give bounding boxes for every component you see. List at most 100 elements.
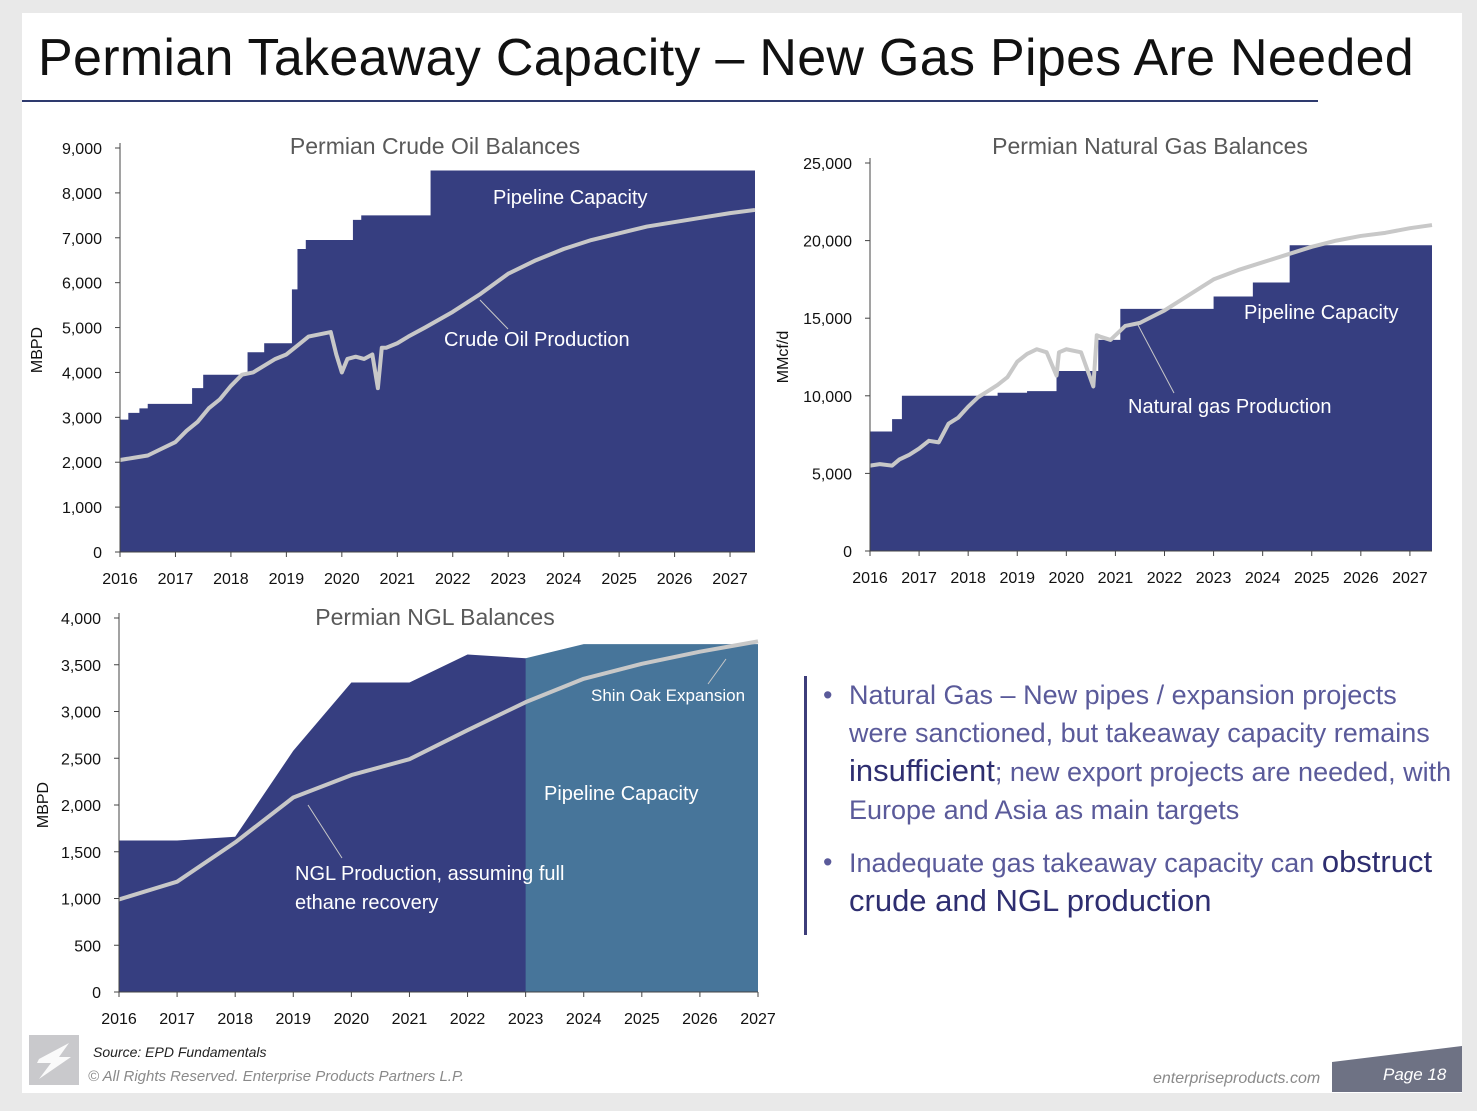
x-tick-label: 2017: [901, 570, 937, 587]
bullet-emphasis: insufficient: [849, 753, 995, 788]
x-tick-label: 2025: [601, 571, 637, 588]
x-tick-label: 2019: [999, 570, 1035, 587]
natural-gas-chart: 0 5,000 10,000 15,000 20,000 25,000 2016 2017 20…: [775, 133, 1433, 587]
x-tick-label: 2020: [324, 571, 360, 588]
chart-title: Permian NGL Balances: [315, 604, 554, 630]
crude-oil-chart: 0 1,000 2,000 3,000 4,000 5,000 6,000 7,000 8,00…: [29, 133, 756, 588]
y-axis-label: MBPD: [35, 782, 52, 828]
x-tick-label: 2026: [682, 1011, 718, 1028]
y-tick-label: 1,500: [61, 845, 101, 862]
production-line: [118, 639, 759, 902]
x-tick-label: 2025: [1294, 570, 1330, 587]
y-tick-label: 0: [843, 544, 852, 561]
ngl-production-label: NGL Production, assuming full ethane reco…: [295, 863, 564, 914]
x-tick-label: 2021: [379, 571, 415, 588]
y-axis-label: MMcf/d: [775, 331, 792, 383]
x-tick-label: 2018: [213, 571, 249, 588]
shin-oak-expansion-label: Shin Oak Expansion: [591, 686, 745, 705]
production-line: [869, 223, 1433, 468]
x-tick-label: 2017: [159, 1011, 195, 1028]
bullet-text: ; new export projects are needed, with E…: [849, 757, 1452, 825]
y-tick-label: 2,000: [61, 798, 101, 815]
pipeline-capacity-area: [120, 170, 755, 552]
x-tick-label: 2017: [158, 571, 194, 588]
x-tick-label: 2024: [1245, 570, 1281, 587]
y-tick-label: 8,000: [62, 186, 102, 203]
x-tick-label: 2021: [392, 1011, 428, 1028]
y-tick-label: 9,000: [62, 141, 102, 158]
y-tick-label: 500: [74, 938, 101, 955]
copyright-note: © All Rights Reserved. Enterprise Produc…: [88, 1068, 465, 1085]
x-tick-label: 2016: [852, 570, 888, 587]
pipeline-capacity-label: Pipeline Capacity: [493, 187, 648, 209]
x-tick-label: 2022: [450, 1011, 486, 1028]
title-divider: [22, 100, 1318, 102]
y-tick-label: 0: [93, 545, 102, 562]
x-tick-label: 2026: [1343, 570, 1379, 587]
y-tick-label: 4,000: [61, 611, 101, 628]
x-tick-label: 2027: [740, 1011, 776, 1028]
bullet-text: Inadequate gas takeaway capacity can: [849, 848, 1322, 878]
annotation-leader-line: [707, 658, 727, 685]
y-tick-label: 3,000: [62, 410, 102, 427]
y-tick-label: 20,000: [803, 234, 852, 251]
chart-title: Permian Crude Oil Balances: [290, 133, 580, 159]
y-tick-label: 6,000: [62, 276, 102, 293]
annotation-leader-line: [307, 804, 343, 859]
x-tick-label: 2022: [1147, 570, 1183, 587]
y-tick-label: 4,000: [62, 365, 102, 382]
bullet-dot-icon: •: [823, 847, 833, 877]
pipeline-capacity-label: Pipeline Capacity: [544, 783, 699, 805]
x-tick-label: 2019: [269, 571, 305, 588]
page-number: Page 18: [1383, 1065, 1447, 1084]
x-tick-label: 2023: [1196, 570, 1232, 587]
bullet-text: Natural Gas – New pipes / expansion proj…: [849, 680, 1430, 748]
x-tick-label: 2024: [546, 571, 582, 588]
y-tick-label: 25,000: [803, 156, 852, 173]
x-tick-label: 2018: [950, 570, 986, 587]
pipeline-capacity-area: [870, 245, 1432, 552]
bullet-item: • Natural Gas – New pipes / expansion pr…: [821, 676, 1461, 829]
bullet-item: • Inadequate gas takeaway capacity can o…: [821, 843, 1461, 921]
chart-title: Permian Natural Gas Balances: [992, 133, 1308, 159]
x-tick-label: 2026: [657, 571, 693, 588]
bullet-list: • Natural Gas – New pipes / expansion pr…: [804, 676, 1461, 935]
x-tick-label: 2020: [1049, 570, 1085, 587]
x-tick-label: 2025: [624, 1011, 660, 1028]
ngl-chart: 0 500 1,000 1,500 2,000 2,500 3,000 3,500 4,000 2…: [35, 604, 776, 1028]
x-tick-label: 2027: [712, 571, 748, 588]
y-tick-label: 1,000: [61, 892, 101, 909]
y-tick-label: 3,500: [61, 658, 101, 675]
company-logo-icon: [29, 1035, 79, 1085]
x-tick-label: 2018: [217, 1011, 253, 1028]
y-tick-label: 2,500: [61, 751, 101, 768]
page-number-tab: [1332, 1046, 1462, 1092]
production-line: [119, 207, 756, 462]
x-tick-label: 2023: [490, 571, 526, 588]
x-tick-label: 2016: [101, 1011, 137, 1028]
source-note: Source: EPD Fundamentals: [93, 1044, 267, 1060]
y-tick-label: 7,000: [62, 231, 102, 248]
x-tick-label: 2024: [566, 1011, 602, 1028]
x-tick-label: 2021: [1098, 570, 1134, 587]
x-tick-label: 2020: [334, 1011, 370, 1028]
y-tick-label: 3,000: [61, 705, 101, 722]
y-tick-label: 0: [92, 985, 101, 1002]
natural-gas-production-label: Natural gas Production: [1128, 396, 1331, 418]
pipeline-capacity-label: Pipeline Capacity: [1244, 302, 1399, 324]
y-axis-label: MBPD: [29, 327, 46, 373]
bullet-emphasis: obstruct crude and NGL production: [849, 844, 1433, 918]
bullet-dot-icon: •: [823, 680, 833, 710]
y-tick-label: 5,000: [812, 466, 852, 483]
x-tick-label: 2023: [508, 1011, 544, 1028]
website-link[interactable]: enterpriseproducts.com: [1153, 1070, 1321, 1087]
page-title: Permian Takeaway Capacity – New Gas Pipe…: [38, 29, 1415, 87]
y-tick-label: 2,000: [62, 455, 102, 472]
y-tick-label: 15,000: [803, 311, 852, 328]
x-tick-label: 2027: [1392, 570, 1428, 587]
y-tick-label: 5,000: [62, 321, 102, 338]
x-tick-label: 2022: [435, 571, 471, 588]
y-tick-label: 1,000: [62, 500, 102, 517]
annotation-leader-line: [1137, 324, 1175, 394]
x-tick-label: 2016: [102, 571, 138, 588]
